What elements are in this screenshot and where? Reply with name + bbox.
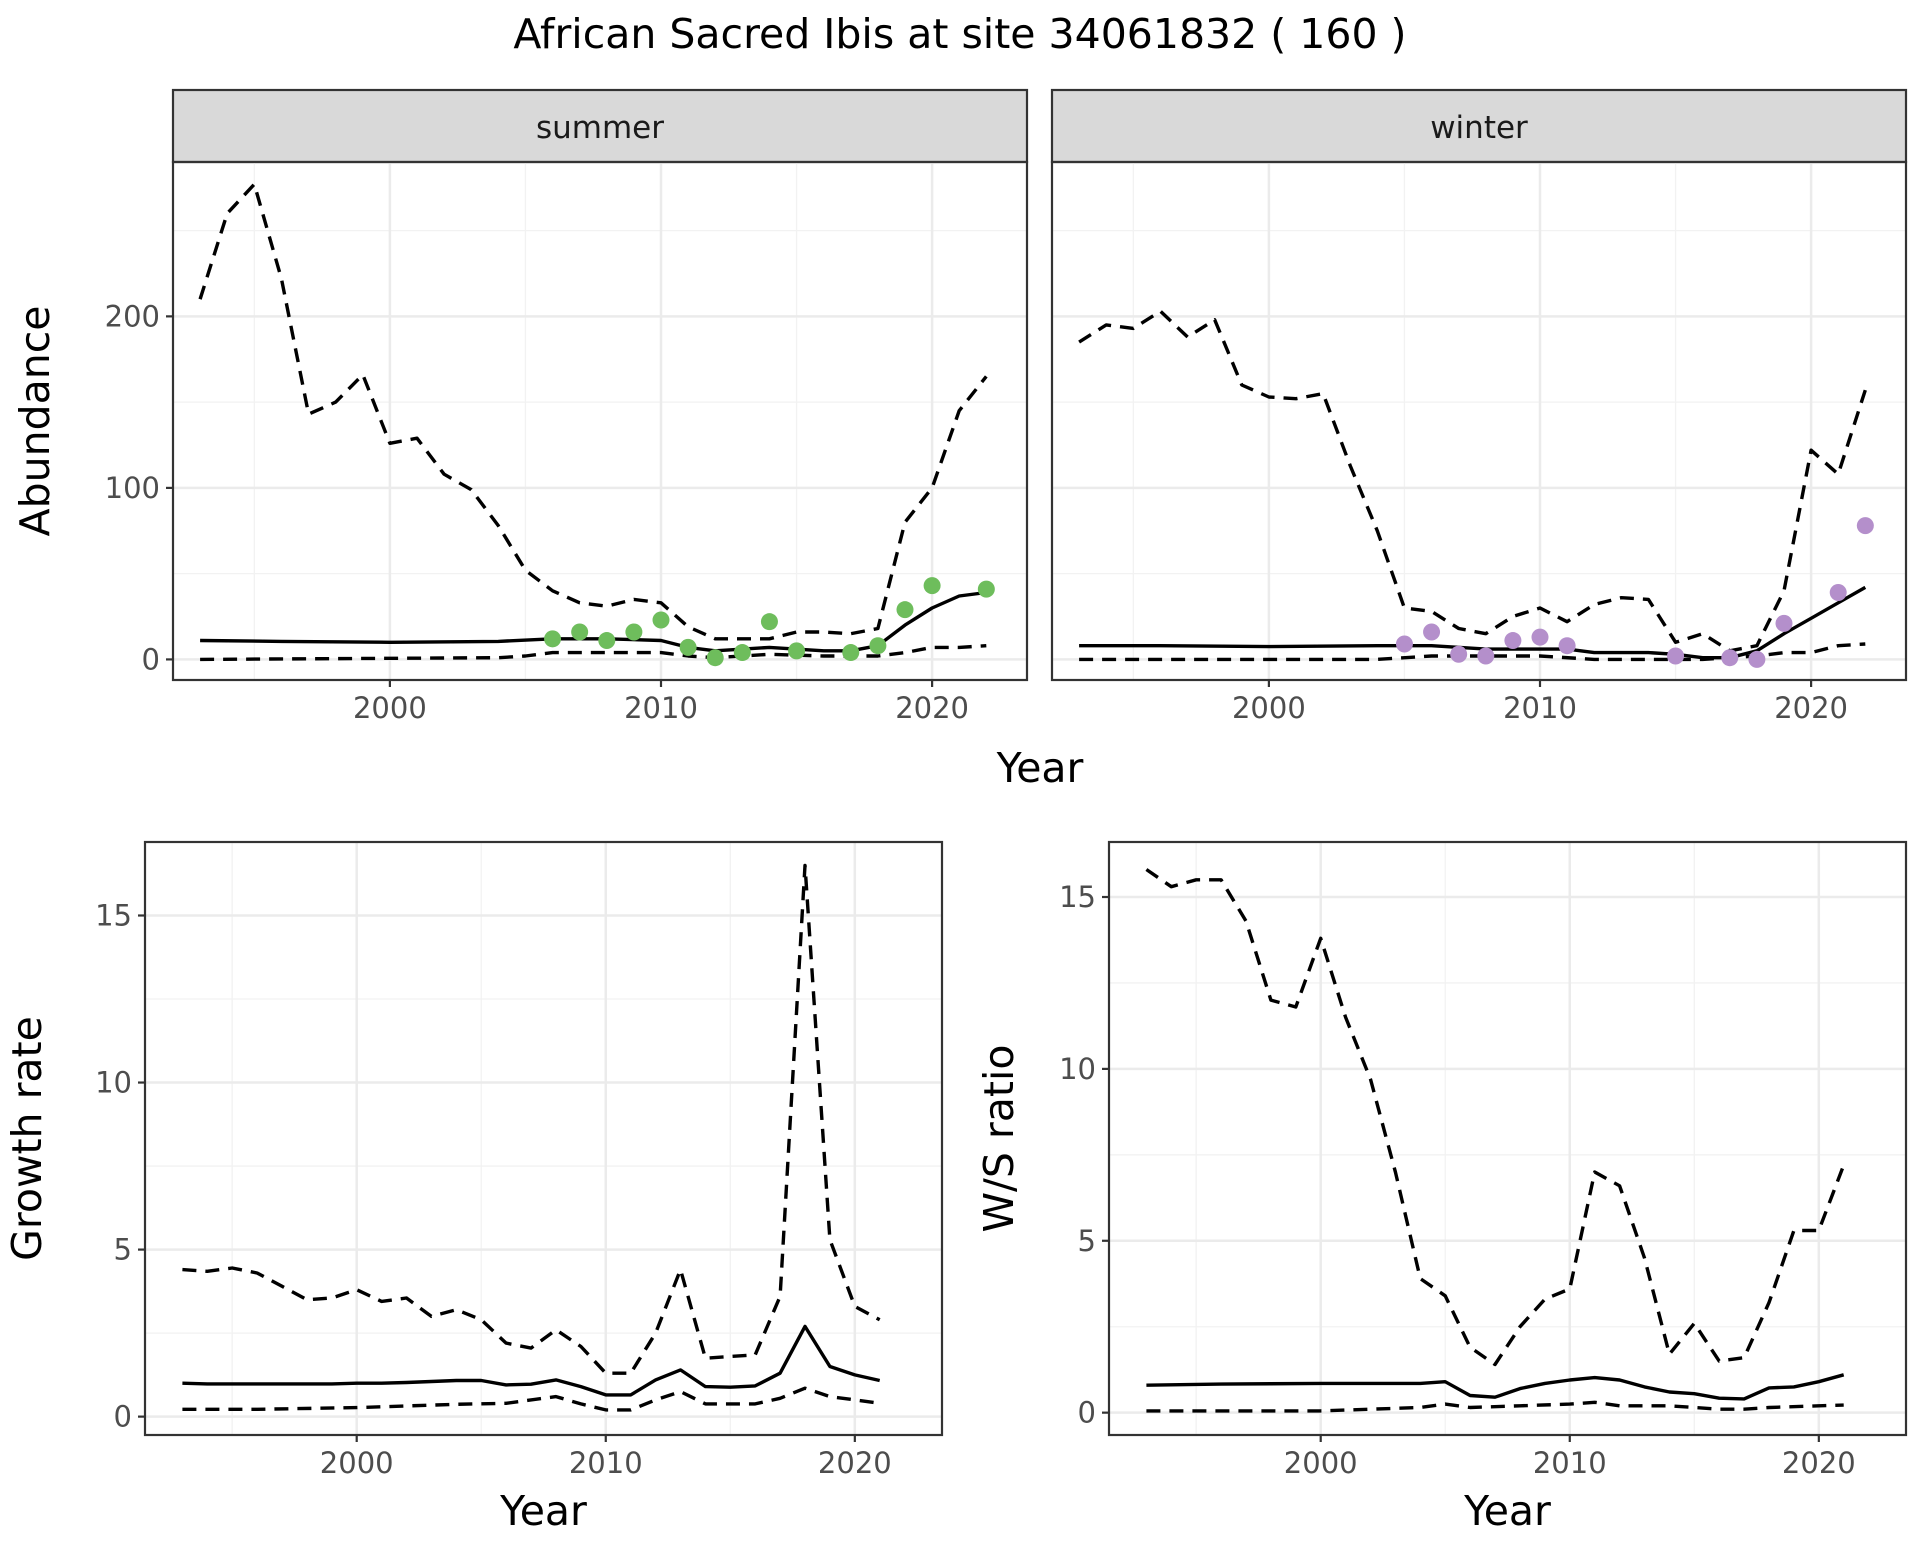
facet-label-summer: summer bbox=[536, 110, 664, 146]
summer-observation-point bbox=[896, 601, 914, 619]
summer-observation-point bbox=[652, 611, 670, 629]
x-tick-label: 2000 bbox=[1232, 691, 1306, 725]
summer-observation-point bbox=[760, 613, 778, 631]
x-tick-label: 2020 bbox=[1782, 1446, 1856, 1480]
panel-border-ratio bbox=[1107, 840, 1908, 1437]
winter-observation-point bbox=[1450, 645, 1468, 663]
ratio-series-bound-line-2 bbox=[1146, 1400, 1844, 1413]
x-tick-label: 2010 bbox=[569, 1446, 643, 1480]
winter-observation-point bbox=[1775, 614, 1793, 632]
x-tick-label: 2000 bbox=[1284, 1446, 1358, 1480]
summer-observation-point bbox=[923, 577, 941, 595]
y-axis-title-growth: Growth rate bbox=[3, 1016, 51, 1261]
summer-series-bound-line-1 bbox=[198, 182, 988, 641]
winter-observation-point bbox=[1856, 517, 1874, 535]
summer-observation-point bbox=[544, 630, 562, 648]
summer-observation-point bbox=[598, 632, 616, 650]
summer-observation-point bbox=[571, 623, 589, 641]
summer-observation-point bbox=[706, 649, 724, 667]
y-tick-label: 200 bbox=[105, 299, 160, 333]
facet-strip-summer bbox=[171, 88, 1029, 164]
winter-observation-point bbox=[1558, 637, 1576, 655]
ratio-series-bound-line-1 bbox=[1145, 868, 1846, 1367]
x-tick-label: 2010 bbox=[1503, 691, 1577, 725]
winter-observation-point bbox=[1748, 650, 1766, 668]
x-tick-label: 2020 bbox=[895, 691, 969, 725]
growth-series-estimate-line bbox=[182, 1324, 881, 1397]
panel-border-growth bbox=[143, 840, 944, 1437]
growth-series-bound-line-2 bbox=[182, 1386, 880, 1412]
summer-observation-point bbox=[625, 623, 643, 641]
growth-series-bound-line-1 bbox=[182, 863, 881, 1375]
chart-title: African Sacred Ibis at site 34061832 ( 1… bbox=[513, 10, 1406, 58]
summer-observation-point bbox=[869, 637, 887, 655]
y-tick-label: 5 bbox=[114, 1233, 132, 1267]
facet-label-winter: winter bbox=[1430, 110, 1528, 146]
y-tick-label: 15 bbox=[1059, 880, 1096, 914]
x-tick-label: 2010 bbox=[624, 691, 698, 725]
y-tick-label: 5 bbox=[1078, 1224, 1096, 1258]
summer-observation-point bbox=[842, 644, 860, 662]
x-tick-label: 2020 bbox=[1774, 691, 1848, 725]
y-tick-label: 0 bbox=[142, 642, 160, 676]
y-tick-label: 0 bbox=[114, 1400, 132, 1434]
panel-summer: summer 2000 2010 2020 0 100 200 Abundance bbox=[11, 88, 1029, 725]
winter-series-bound-line-2 bbox=[1079, 642, 1866, 662]
x-axis-title-growth: Year bbox=[499, 1487, 587, 1535]
panel-border-summer bbox=[171, 160, 1029, 682]
winter-series-estimate-line bbox=[1079, 585, 1867, 660]
y-tick-label: 100 bbox=[105, 471, 160, 505]
winter-observation-point bbox=[1721, 649, 1739, 667]
ratio-series-estimate-line bbox=[1146, 1373, 1845, 1401]
x-tick-label: 2020 bbox=[818, 1446, 892, 1480]
winter-observation-point bbox=[1504, 632, 1522, 650]
y-tick-label: 10 bbox=[95, 1066, 132, 1100]
y-axis-title-ratio: W/S ratio bbox=[975, 1045, 1023, 1233]
x-tick-label: 2000 bbox=[320, 1446, 394, 1480]
y-axis-title-summer: Abundance bbox=[11, 306, 59, 537]
winter-observation-point bbox=[1423, 623, 1441, 641]
winter-observation-point bbox=[1829, 584, 1847, 602]
panel-winter: winter 2000 2010 2020 bbox=[1050, 88, 1908, 725]
summer-observation-point bbox=[977, 580, 995, 598]
summer-observation-point bbox=[679, 638, 697, 656]
x-tick-label: 2010 bbox=[1533, 1446, 1607, 1480]
winter-observation-point bbox=[1531, 628, 1549, 646]
panel-border-winter bbox=[1050, 160, 1908, 682]
x-axis-title-ratio: Year bbox=[1463, 1487, 1551, 1535]
winter-series-bound-line-1 bbox=[1078, 309, 1867, 653]
summer-observation-point bbox=[788, 642, 806, 660]
facet-strip-winter bbox=[1050, 88, 1908, 164]
winter-observation-point bbox=[1477, 647, 1495, 665]
x-axis-title-abundance: Year bbox=[996, 744, 1084, 792]
y-tick-label: 10 bbox=[1059, 1052, 1096, 1086]
winter-observation-point bbox=[1395, 635, 1413, 653]
panel-ratio: 2000 2010 2020 0 5 10 15 W/S ratio Year bbox=[975, 840, 1908, 1535]
panel-growth: 2000 2010 2020 0 5 10 15 Growth rate Year bbox=[3, 840, 944, 1535]
summer-observation-point bbox=[733, 644, 751, 662]
winter-observation-point bbox=[1667, 647, 1685, 665]
x-tick-label: 2000 bbox=[353, 691, 427, 725]
y-tick-label: 15 bbox=[95, 898, 132, 932]
y-tick-label: 0 bbox=[1078, 1396, 1096, 1430]
